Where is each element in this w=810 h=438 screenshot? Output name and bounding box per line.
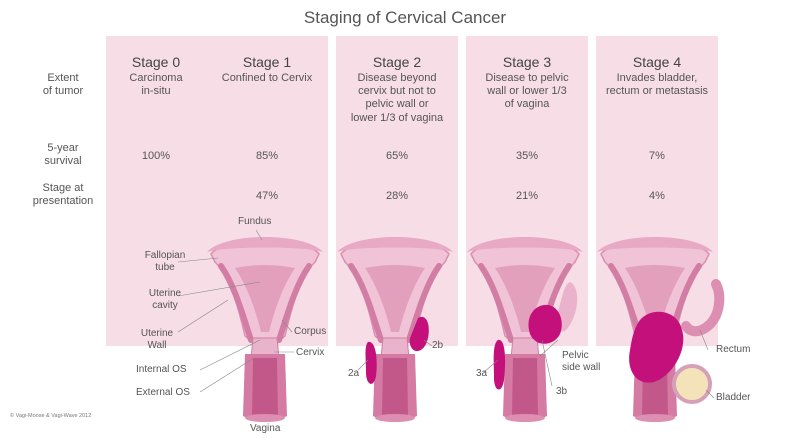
bladder <box>672 364 712 404</box>
label-3b: 3b <box>556 386 568 397</box>
presentation-cell-1: 47% <box>255 190 279 202</box>
label-uterine-cavity: Uterine cavity <box>148 288 182 311</box>
tumor-stage-2a <box>365 341 377 384</box>
label-2a: 2a <box>348 368 360 379</box>
stage-heading-3: Stage 3 <box>502 54 552 70</box>
extent-cell-4: Invades bladder, rectum or metastasis <box>605 72 709 98</box>
survival-cell-2: 65% <box>385 150 409 162</box>
label-bladder: Bladder <box>716 392 751 403</box>
label-uterine-wall: Uterine Wall <box>140 328 174 351</box>
presentation-cell-4: 4% <box>649 190 665 202</box>
copyright-text: © Vagi-Moose & Vagi-Wave 2012 <box>10 412 92 419</box>
stage-heading-2: Stage 2 <box>372 54 422 70</box>
stage-column-0 <box>106 36 220 346</box>
label-fundus: Fundus <box>238 216 272 227</box>
stage-heading-1: Stage 1 <box>242 54 292 70</box>
row-label-extent: Extent of tumor <box>42 72 84 98</box>
row-label-survival: 5-year survival <box>44 142 82 168</box>
row-label-presentation: Stage at presentation <box>32 182 94 208</box>
extent-cell-1: Confined to Cervix <box>221 72 313 84</box>
presentation-cell-2: 28% <box>385 190 409 202</box>
label-3a: 3a <box>476 368 488 379</box>
label-2b: 2b <box>432 340 444 351</box>
stage-heading-4: Stage 4 <box>632 54 682 70</box>
leader-lines <box>177 229 715 399</box>
label-external-os: External OS <box>136 387 190 398</box>
extent-cell-3: Disease to pelvic wall or lower 1/3 of v… <box>485 72 569 111</box>
survival-cell-4: 7% <box>649 150 665 162</box>
extent-cell-0: Carcinoma in-situ <box>129 72 183 98</box>
pelvic-side-wall <box>556 282 578 332</box>
label-fallopian-tube: Fallopian tube <box>144 250 186 273</box>
tumor-stage-2b <box>409 316 429 352</box>
stage-heading-0: Stage 0 <box>131 54 181 70</box>
label-vagina: Vagina <box>250 423 281 434</box>
survival-cell-3: 35% <box>515 150 539 162</box>
label-pelvic-side-wall: Pelvic side wall <box>562 350 601 373</box>
label-cervix: Cervix <box>296 347 325 358</box>
tumor-stage-3b <box>528 304 562 344</box>
diagram-title: Staging of Cervical Cancer <box>303 8 507 27</box>
extent-cell-2: Disease beyond cervix but not to pelvic … <box>350 72 444 124</box>
label-internal-os: Internal OS <box>136 364 187 375</box>
survival-cell-1: 85% <box>255 150 279 162</box>
label-rectum: Rectum <box>716 344 751 355</box>
label-corpus: Corpus <box>294 326 327 337</box>
tumor-stage-3a <box>493 339 506 390</box>
presentation-cell-3: 21% <box>515 190 539 202</box>
survival-cell-0: 100% <box>141 150 171 162</box>
tumor-stage-4 <box>629 311 684 383</box>
uterus-stage-2 <box>337 237 453 422</box>
rectum <box>681 279 725 337</box>
